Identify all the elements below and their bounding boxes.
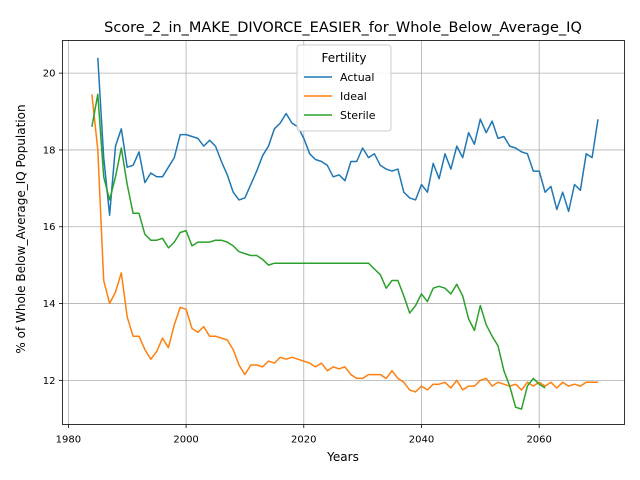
x-axis-label: Years bbox=[326, 450, 359, 464]
x-tick-label: 2060 bbox=[526, 435, 551, 446]
legend-title: Fertility bbox=[321, 51, 366, 65]
legend-box bbox=[296, 44, 392, 132]
y-axis-label: % of Whole Below_Average_IQ Population bbox=[14, 104, 28, 353]
y-tick-label: 16 bbox=[43, 222, 56, 233]
x-tick-label: 2040 bbox=[409, 435, 434, 446]
x-axis-ticks: 1980 2000 2020 2040 2060 bbox=[56, 424, 552, 446]
x-tick-label: 2000 bbox=[173, 435, 198, 446]
plot-frame bbox=[62, 40, 625, 425]
x-tick-label: 2020 bbox=[291, 435, 316, 446]
y-tick-label: 20 bbox=[43, 69, 56, 80]
series-lines bbox=[91, 57, 599, 410]
y-axis-ticks: 12 14 16 18 20 bbox=[43, 69, 63, 387]
y-tick-label: 14 bbox=[43, 299, 56, 310]
x-tick-label: 1980 bbox=[56, 435, 81, 446]
legend: Fertility Actual Ideal Sterile bbox=[296, 44, 392, 132]
series-line-ideal bbox=[91, 94, 598, 393]
legend-label-actual: Actual bbox=[340, 71, 374, 84]
y-tick-label: 12 bbox=[43, 376, 56, 387]
chart-title: Score_2_in_MAKE_DIVORCE_EASIER_for_Whole… bbox=[104, 20, 582, 36]
legend-label-ideal: Ideal bbox=[340, 90, 367, 103]
y-tick-label: 18 bbox=[43, 145, 56, 156]
series-line-sterile bbox=[91, 93, 546, 410]
legend-entries: Actual Ideal Sterile bbox=[304, 71, 376, 122]
legend-label-sterile: Sterile bbox=[340, 109, 376, 122]
series-line-actual bbox=[97, 57, 599, 216]
